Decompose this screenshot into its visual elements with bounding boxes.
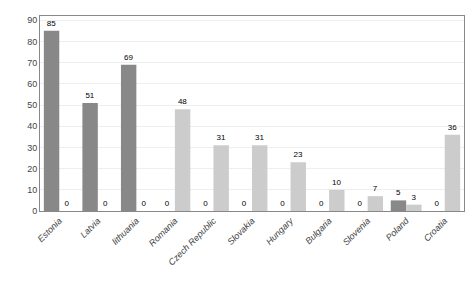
svg-text:0: 0 [357, 199, 362, 208]
svg-text:31: 31 [216, 133, 225, 142]
svg-text:Romania: Romania [147, 216, 180, 249]
svg-text:Slovakia: Slovakia [225, 216, 256, 247]
svg-text:69: 69 [124, 53, 133, 62]
svg-text:80: 80 [27, 37, 37, 47]
svg-text:90: 90 [27, 15, 37, 25]
svg-text:lithuania: lithuania [110, 216, 141, 247]
svg-text:50: 50 [27, 100, 37, 110]
svg-text:Hungary: Hungary [264, 215, 295, 246]
svg-text:0: 0 [280, 199, 285, 208]
svg-text:7: 7 [373, 184, 378, 193]
svg-text:Estonia: Estonia [36, 216, 64, 244]
svg-text:10: 10 [27, 185, 37, 195]
svg-text:3: 3 [411, 193, 416, 202]
svg-text:0: 0 [32, 206, 37, 216]
svg-text:31: 31 [255, 133, 264, 142]
svg-text:36: 36 [448, 123, 457, 132]
svg-text:0: 0 [103, 199, 108, 208]
svg-text:0: 0 [165, 199, 170, 208]
svg-text:0: 0 [203, 199, 208, 208]
svg-text:48: 48 [178, 97, 187, 106]
svg-text:Croatia: Croatia [422, 216, 450, 244]
svg-text:20: 20 [27, 164, 37, 174]
svg-text:70: 70 [27, 58, 37, 68]
svg-text:Bulgaria: Bulgaria [303, 216, 333, 246]
svg-text:5: 5 [396, 188, 401, 197]
svg-text:Czech Republic: Czech Republic [166, 215, 218, 267]
svg-text:23: 23 [294, 150, 303, 159]
svg-text:0: 0 [64, 199, 69, 208]
svg-text:0: 0 [142, 199, 147, 208]
svg-text:0: 0 [242, 199, 247, 208]
svg-text:Slovenia: Slovenia [341, 216, 372, 247]
svg-text:10: 10 [332, 178, 341, 187]
svg-text:Poland: Poland [384, 215, 412, 243]
svg-text:40: 40 [27, 121, 37, 131]
svg-text:85: 85 [47, 19, 56, 28]
svg-text:Latvia: Latvia [78, 216, 102, 240]
svg-text:60: 60 [27, 79, 37, 89]
svg-text:0: 0 [319, 199, 324, 208]
svg-text:0: 0 [435, 199, 440, 208]
svg-text:30: 30 [27, 143, 37, 153]
svg-text:51: 51 [85, 91, 94, 100]
